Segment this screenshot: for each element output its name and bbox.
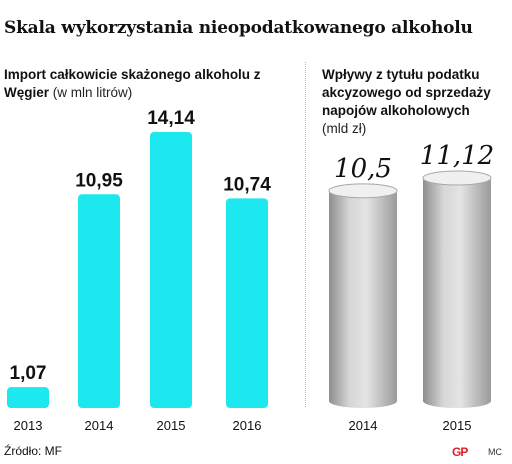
author-initials: MC [488,447,502,457]
bar-import-2016 [226,198,268,408]
bar-import-2015 [150,132,192,408]
bar-import-2014 [78,194,120,408]
bar-import-2013 [7,387,49,408]
cylinder-top-2015 [422,170,492,186]
x-tick-tax-2014: 2014 [349,418,378,433]
left-panel-subtitle: Import całkowicie skażonego alkoholu z W… [4,66,294,102]
x-tick-import-2016: 2016 [233,418,262,433]
left-panel-subtitle-main: Import całkowicie skażonego alkoholu z W… [4,67,261,100]
data-label-tax-2014: 10,5 [334,154,392,184]
data-label-import-2013: 1,07 [10,363,47,384]
x-tick-import-2015: 2015 [157,418,186,433]
panel-divider [305,62,306,407]
data-label-import-2016: 10,74 [223,174,271,195]
left-panel-unit: (w mln litrów) [52,85,133,100]
data-label-tax-2015: 11,12 [420,141,494,171]
right-panel-subtitle-main: Wpływy z tytułu podatku akcyzowego od sp… [322,67,491,118]
cylinder-body-2015 [423,178,491,408]
publisher-logo: GP [452,445,468,459]
x-tick-import-2014: 2014 [85,418,114,433]
cylinder-body-2014 [329,190,397,408]
chart-title: Skala wykorzystania nieopodatkowanego al… [4,18,473,38]
right-panel-subtitle: Wpływy z tytułu podatku akcyzowego od sp… [322,66,512,138]
source-note: Źródło: MF [4,444,63,458]
cylinder-top-2014 [328,183,398,199]
data-label-import-2015: 14,14 [147,108,195,129]
x-tick-tax-2015: 2015 [443,418,472,433]
x-tick-import-2013: 2013 [14,418,43,433]
right-panel-unit: (mld zł) [322,121,367,136]
data-label-import-2014: 10,95 [75,170,123,191]
